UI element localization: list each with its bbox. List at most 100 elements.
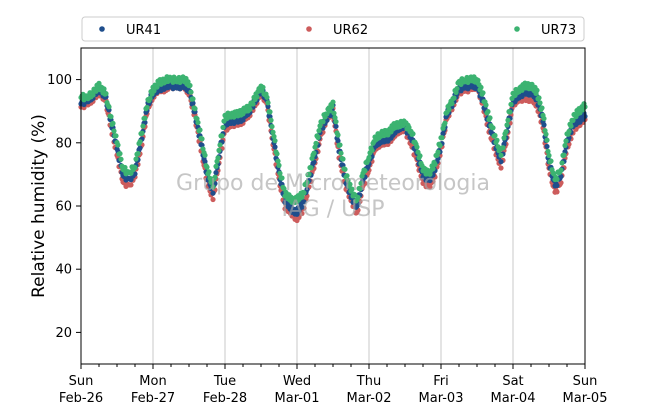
data-point <box>536 95 542 101</box>
x-tick-day: Sat <box>502 374 523 389</box>
data-point <box>335 132 341 138</box>
data-point <box>202 152 208 158</box>
data-point <box>190 96 196 102</box>
data-point <box>437 143 443 149</box>
data-point <box>541 115 547 122</box>
legend-box <box>81 16 585 42</box>
data-point <box>349 186 355 192</box>
x-tick-day: Fri <box>433 374 449 389</box>
data-point <box>113 133 119 139</box>
data-point <box>327 108 333 114</box>
data-point <box>563 138 569 144</box>
data-point <box>490 125 496 131</box>
data-point <box>539 105 545 111</box>
data-point <box>498 152 504 158</box>
x-tick-date: Mar-04 <box>491 391 536 406</box>
data-point <box>213 163 219 169</box>
data-point <box>446 106 452 113</box>
legend-marker <box>514 26 520 32</box>
data-point <box>338 150 344 156</box>
data-point <box>554 189 560 195</box>
data-point <box>537 100 543 106</box>
data-point <box>340 156 346 162</box>
data-point <box>558 167 564 173</box>
data-point <box>333 123 339 129</box>
data-point <box>562 142 568 149</box>
data-point <box>190 100 196 106</box>
data-point <box>197 127 203 133</box>
x-tick-label: Wed Mar-01 <box>275 374 320 406</box>
legend-label: UR73 <box>541 23 576 38</box>
data-point <box>265 103 271 110</box>
x-tick-label: Thu Mar-02 <box>347 374 392 406</box>
data-point <box>417 153 423 159</box>
data-point <box>202 158 208 165</box>
data-point <box>566 128 572 135</box>
x-tick-label: Sat Mar-04 <box>491 374 536 406</box>
data-point <box>559 160 565 166</box>
y-tick-label: 80 <box>55 136 72 151</box>
data-point <box>329 103 335 109</box>
data-point <box>204 164 210 170</box>
data-point <box>188 89 194 95</box>
data-point <box>275 158 281 164</box>
y-tick-label: 60 <box>55 200 72 215</box>
data-point <box>115 142 121 148</box>
data-point <box>337 142 343 148</box>
data-point <box>117 151 123 157</box>
data-point <box>192 106 198 112</box>
data-point <box>299 204 305 210</box>
x-axis: Sun Feb-26 Mon Feb-27 Tue Feb-28 Wed Mar-01 Thu M… <box>59 364 608 406</box>
data-point <box>320 119 326 125</box>
data-point <box>111 128 117 134</box>
data-point <box>133 156 139 162</box>
data-point <box>410 131 416 137</box>
data-point <box>362 168 368 174</box>
data-point <box>454 85 460 92</box>
data-point <box>220 124 226 131</box>
data-point <box>299 194 305 200</box>
data-point <box>544 137 550 143</box>
x-tick-day: Wed <box>283 374 311 389</box>
data-point <box>568 123 574 129</box>
data-point <box>501 135 507 141</box>
data-point <box>545 148 551 155</box>
data-point <box>548 158 554 164</box>
data-point <box>508 101 514 107</box>
data-point <box>357 186 363 192</box>
data-point <box>301 199 307 205</box>
data-point <box>216 147 222 153</box>
legend-label: UR41 <box>126 23 161 38</box>
data-point <box>132 171 138 177</box>
legend-label: UR62 <box>333 23 368 38</box>
data-point <box>265 100 271 106</box>
x-tick-label: Tue Feb-28 <box>203 374 247 406</box>
data-point <box>267 109 273 115</box>
data-point <box>487 115 493 121</box>
data-point <box>544 143 550 150</box>
x-tick-date: Mar-05 <box>563 391 608 406</box>
data-point <box>306 171 312 177</box>
data-point <box>187 82 193 89</box>
x-tick-day: Sun <box>69 374 94 389</box>
data-point <box>142 115 148 121</box>
data-point <box>333 119 339 125</box>
data-point <box>268 117 274 123</box>
data-point <box>264 94 270 100</box>
data-point <box>317 123 323 129</box>
data-point <box>270 129 276 135</box>
data-point <box>554 182 560 189</box>
data-point <box>103 91 109 97</box>
watermark-line: IAG / USP <box>282 197 385 222</box>
data-point <box>139 130 145 136</box>
data-point <box>110 120 116 126</box>
data-point <box>451 95 457 101</box>
data-point <box>541 122 547 128</box>
data-point <box>342 166 348 172</box>
y-axis-label: Relative humidity (%) <box>29 114 49 298</box>
y-tick-label: 100 <box>47 73 72 88</box>
data-point <box>316 128 322 134</box>
data-point <box>313 140 319 146</box>
data-point <box>90 92 96 98</box>
